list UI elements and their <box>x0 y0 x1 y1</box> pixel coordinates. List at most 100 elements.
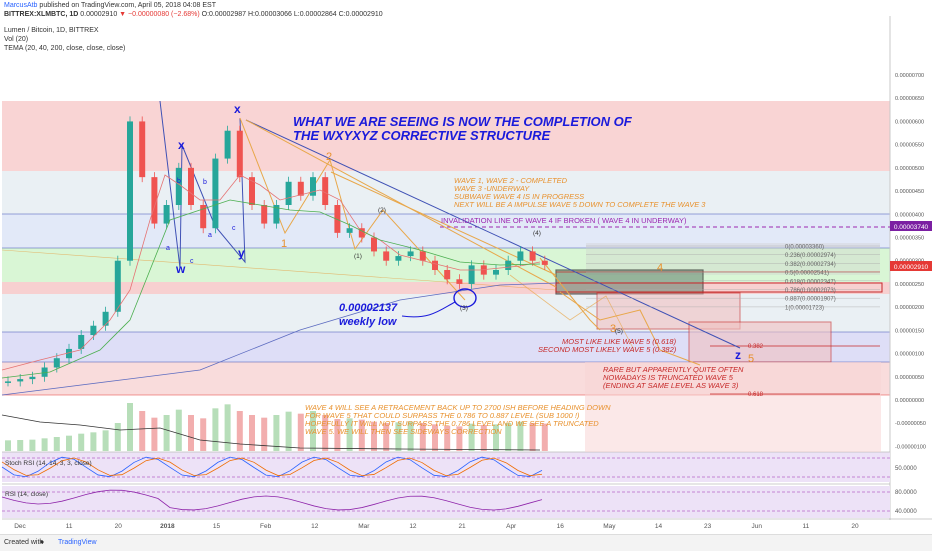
x-tick-11: 16 <box>557 523 565 530</box>
y-tick-7: 0.00000350 <box>895 236 924 242</box>
wave-label-3: 3 <box>610 323 616 335</box>
level-618: 0.618 <box>748 392 764 398</box>
rsi-panel <box>2 486 890 518</box>
y-tick-5: 0.00000450 <box>895 189 924 195</box>
retracement-line-3: HOPEFULLY IT WILL NOT SURPASS THE 0.786 … <box>305 419 599 428</box>
volume-bar-8 <box>102 430 109 451</box>
x-tick-9: 21 <box>458 523 466 530</box>
candle-33 <box>407 251 414 257</box>
x-tick-2: 20 <box>115 523 123 530</box>
candle-41 <box>505 260 512 270</box>
candle-42 <box>517 251 524 261</box>
x-axis: Dec 11 20 2018 15 Feb 12 Mar 12 21 Apr 16 May 14 23 Jun… <box>14 523 859 530</box>
like-line-2: SECOND MOST LIKELY WAVE 5 (0.382) <box>538 345 677 354</box>
volume-bar-34 <box>419 423 426 451</box>
candle-21 <box>261 205 268 224</box>
x-tick-0: Dec <box>14 523 26 530</box>
fib-levels: 0(0.00003360) 0.236(0.00002974) 0.382(0.00… <box>586 245 880 311</box>
volume-bar-14 <box>175 409 182 451</box>
author-link[interactable]: MarcusAtb <box>4 2 38 9</box>
y-tick-16: -0.00000100 <box>895 444 926 450</box>
volume-bar-27 <box>334 419 341 451</box>
rsi-title: RSI (14, close) <box>5 491 48 498</box>
volume-bar-19 <box>236 411 243 451</box>
rare-line-1: RARE BUT APPARENTLY QUITE OFTEN <box>603 365 744 374</box>
fib-label-0: 0(0.00003360) <box>785 245 824 251</box>
candle-27 <box>334 205 341 233</box>
volume-bar-38 <box>468 423 475 451</box>
change: ▼ −0.00000080 (−2.68%) <box>119 11 200 18</box>
stoch-tick: 50.0000 <box>895 466 917 472</box>
volume-bar-37 <box>456 426 463 451</box>
volume-bar-12 <box>151 417 158 451</box>
y-tick-13: 0.00000050 <box>895 375 924 381</box>
x-tick-14: 23 <box>704 523 712 530</box>
candle-1 <box>17 379 24 382</box>
tema-legend: TEMA (20, 40, 200, close, close, close) <box>4 45 126 52</box>
volume-bar-18 <box>224 404 231 451</box>
volume-bar-23 <box>285 411 292 451</box>
volume-bar-17 <box>212 408 219 451</box>
volume-bar-32 <box>395 422 402 451</box>
volume-bar-1 <box>17 440 24 451</box>
candle-19 <box>236 130 243 178</box>
volume-bar-29 <box>358 419 365 451</box>
weekly-low-value: 0.00002137 <box>339 302 398 314</box>
candle-18 <box>224 130 231 159</box>
zone-red-top <box>2 101 890 171</box>
volume-bar-26 <box>322 415 329 451</box>
rare-line-2: NOWADAYS IS TRUNCATED WAVE 5 <box>603 373 734 382</box>
volume-bar-28 <box>346 418 353 451</box>
candle-32 <box>395 256 402 261</box>
candle-23 <box>285 181 292 205</box>
sub-label-p4: (4) <box>533 230 541 237</box>
trendline-blue <box>245 119 741 349</box>
candle-38 <box>468 265 475 284</box>
volume-bar-22 <box>273 415 280 451</box>
candle-20 <box>249 177 255 205</box>
candle-44 <box>541 260 548 265</box>
candle-30 <box>371 237 377 252</box>
candle-34 <box>419 251 426 261</box>
publish-line: MarcusAtb published on TradingView.com, … <box>4 2 216 9</box>
volume-bar-31 <box>383 423 390 451</box>
volume-bar-35 <box>432 424 438 451</box>
volume-bar-33 <box>407 421 414 451</box>
candle-16 <box>200 205 207 229</box>
footer-brand[interactable]: TradingView <box>58 539 97 546</box>
candle-22 <box>273 205 280 224</box>
volume-bar-11 <box>139 411 146 451</box>
symbol: BITTREX:XLMBTC, 1D <box>4 11 79 18</box>
stoch-d-line <box>1 457 543 477</box>
wave-label-w: w <box>175 262 186 276</box>
invalidation-text: INVALIDATION LINE OF WAVE 4 IF BROKEN ( … <box>441 216 687 225</box>
fib-label-4: 0.618(0.00002347) <box>785 279 836 285</box>
candle-0 <box>5 381 11 383</box>
volume-bar-25 <box>310 411 316 451</box>
retracement-line-2: FOR WAVE 5 THAT COULD SURPASS THE 0.786 … <box>305 411 580 420</box>
volume-bar-5 <box>66 435 72 451</box>
status-line-3: SUBWAVE WAVE 4 IS IN PROGRESS <box>454 192 584 201</box>
y-tick-1: 0.00000650 <box>895 96 924 102</box>
candle-36 <box>444 270 451 280</box>
y-tick-2: 0.00000600 <box>895 119 924 125</box>
volume-bar-0 <box>5 440 11 451</box>
volume-bar-9 <box>114 423 121 451</box>
candle-35 <box>432 260 438 270</box>
wave-label-4: 4 <box>657 262 663 274</box>
sub-label-a2: a <box>208 232 212 239</box>
candle-29 <box>358 228 365 238</box>
like-line-1: MOST LIKE LIKE WAVE 5 (0.618) <box>562 337 677 346</box>
y-tick-6: 0.00000400 <box>895 212 924 218</box>
fib-label-5: 0.786(0.00002073) <box>785 288 836 294</box>
stoch-k-line <box>1 456 543 478</box>
rsi-tick-hi: 80.0000 <box>895 490 917 496</box>
volume-bar-21 <box>261 417 268 451</box>
wave-label-1: 1 <box>281 238 287 250</box>
price-chart[interactable]: 0.00000700 0.00000650 0.00000600 0.00000550… <box>0 0 932 534</box>
status-line-1: WAVE 1, WAVE 2 - COMPLETED <box>454 176 568 185</box>
wave-label-2: 2 <box>326 151 332 163</box>
fib-label-7: 1(0.00001723) <box>785 305 824 311</box>
candle-8 <box>102 311 109 326</box>
candle-2 <box>29 376 36 380</box>
